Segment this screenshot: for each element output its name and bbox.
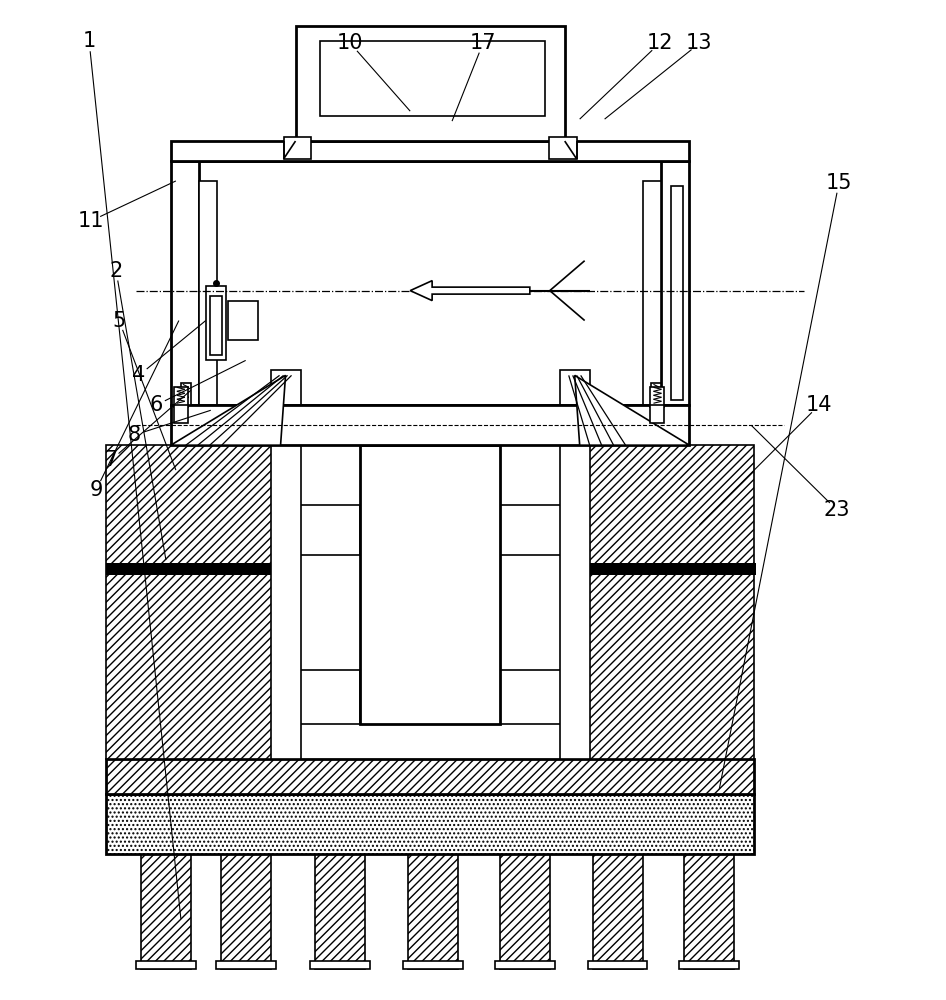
Bar	[499, 505, 580, 555]
Bar	[672, 186, 683, 400]
Bar	[679, 961, 739, 969]
Bar	[106, 759, 754, 794]
Text: 2: 2	[110, 261, 123, 281]
Text: 10: 10	[337, 33, 363, 53]
Bar	[220, 854, 271, 969]
Bar	[408, 854, 458, 969]
Bar	[684, 854, 734, 969]
Text: 4: 4	[132, 365, 146, 385]
Bar	[171, 405, 690, 445]
Bar	[661, 161, 690, 405]
Bar	[281, 505, 360, 555]
Text: 13: 13	[686, 33, 712, 53]
Text: 1: 1	[82, 31, 96, 51]
Bar	[271, 370, 301, 759]
Bar	[403, 961, 463, 969]
Polygon shape	[575, 375, 690, 445]
Bar	[580, 445, 754, 759]
Text: 17: 17	[470, 33, 497, 53]
Text: 9: 9	[90, 480, 103, 500]
Text: 12: 12	[646, 33, 673, 53]
Bar	[216, 961, 275, 969]
Bar	[206, 286, 226, 360]
Bar	[549, 137, 577, 159]
Bar	[499, 854, 550, 969]
Bar	[587, 961, 647, 969]
Bar	[651, 387, 664, 407]
Bar	[171, 161, 199, 405]
Bar	[106, 563, 283, 575]
Bar	[141, 854, 191, 969]
Bar	[174, 405, 188, 423]
Bar	[580, 563, 756, 575]
Text: 5: 5	[113, 311, 126, 331]
Bar	[210, 296, 221, 355]
Text: 23: 23	[824, 500, 850, 520]
Text: 14: 14	[806, 395, 832, 415]
Bar	[106, 794, 754, 854]
Bar	[171, 141, 690, 161]
Bar	[295, 26, 565, 141]
Bar	[281, 670, 360, 724]
Polygon shape	[171, 375, 286, 445]
Bar	[136, 961, 196, 969]
Bar	[284, 137, 311, 159]
Bar	[310, 961, 370, 969]
Bar	[560, 370, 589, 759]
Bar	[360, 445, 499, 724]
Text: 11: 11	[78, 211, 104, 231]
Bar	[315, 854, 365, 969]
Bar	[181, 383, 191, 405]
Bar	[652, 383, 661, 405]
Text: 6: 6	[149, 395, 163, 415]
Bar	[592, 854, 642, 969]
Bar	[643, 181, 661, 405]
Bar	[228, 301, 257, 340]
FancyArrow shape	[411, 281, 530, 301]
Text: 15: 15	[826, 173, 852, 193]
Bar	[199, 181, 217, 405]
Text: 7: 7	[104, 450, 117, 470]
Bar	[106, 445, 281, 759]
Bar	[651, 405, 664, 423]
Bar	[499, 670, 580, 724]
Bar	[321, 41, 545, 116]
Text: 8: 8	[128, 425, 141, 445]
Bar	[495, 961, 554, 969]
Bar	[174, 387, 188, 407]
